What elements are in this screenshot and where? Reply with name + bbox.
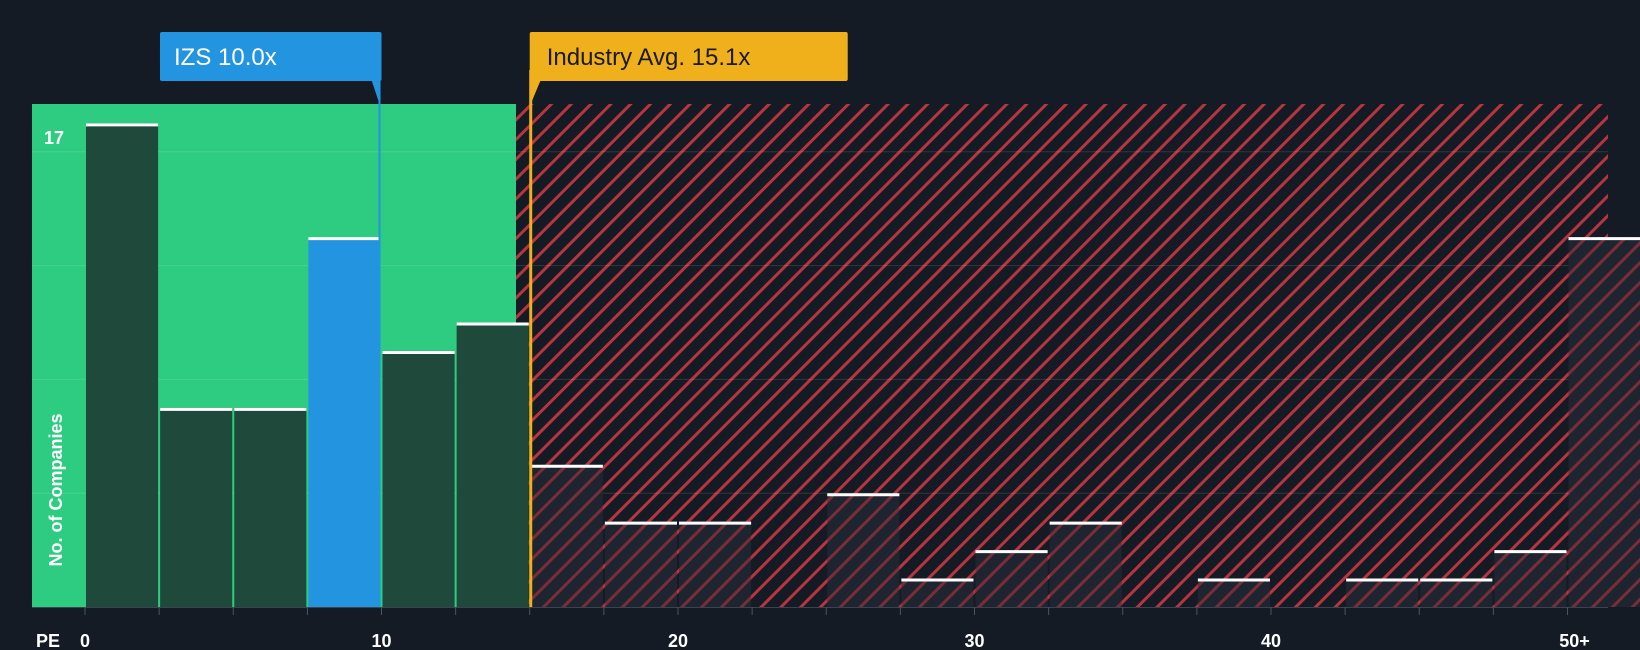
x-tick-label: 40 [1261,631,1281,650]
histogram-bar [1568,237,1640,607]
company-callout [160,32,382,81]
histogram-bar [1197,578,1270,607]
histogram-bar [234,407,307,607]
histogram-bar [1049,521,1122,607]
histogram-bar [456,322,529,607]
histogram-bar [160,407,233,607]
x-tick-label: 50+ [1559,631,1590,650]
x-axis-title: PE [36,631,60,650]
histogram-bar [530,464,603,607]
x-tick-label: 20 [668,631,688,650]
company-callout-pointer [371,80,380,104]
industry-callout-pointer [530,80,541,104]
x-tick-label: 30 [964,631,984,650]
histogram-bar [604,521,677,607]
y-tick-label: 17 [44,128,64,148]
histogram-bar [1494,550,1567,607]
histogram-bar [1420,578,1493,607]
industry-callout [529,32,848,81]
x-tick-label: 10 [371,631,391,650]
histogram-bar [382,350,455,607]
histogram-bar [827,493,900,607]
industry-callout-label: Industry Avg. 15.1x [547,44,751,71]
histogram-bar [308,237,381,607]
histogram-bar [86,123,159,607]
histogram-bar [901,578,974,607]
histogram-bar [975,550,1048,607]
histogram-bar [1346,578,1419,607]
histogram-bar [679,521,752,607]
company-callout-label: IZS 10.0x [174,44,277,71]
x-tick-label: 0 [80,631,90,650]
y-axis-title: No. of Companies [46,413,66,566]
